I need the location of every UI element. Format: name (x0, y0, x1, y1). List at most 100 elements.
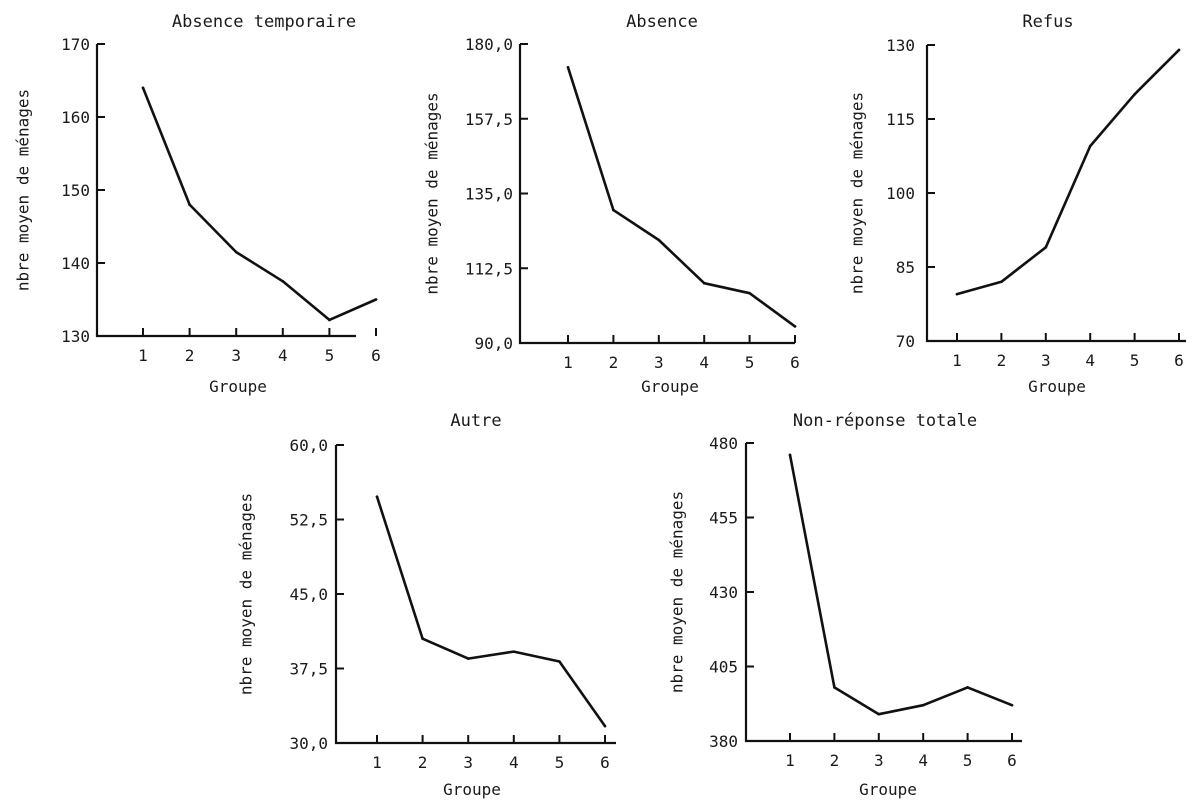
data-point (1010, 703, 1014, 707)
data-point (793, 325, 797, 328)
series-line (375, 495, 607, 728)
data-point (234, 250, 238, 254)
x-tick-label: 2 (997, 351, 1007, 370)
data-point (955, 292, 959, 296)
x-tick-label: 1 (563, 353, 573, 372)
x-tick-label: 4 (278, 346, 288, 365)
y-tick-label: 70 (896, 332, 915, 351)
x-tick-label: 5 (555, 753, 565, 772)
y-tick-label: 180,0 (465, 35, 513, 54)
x-tick-label: 5 (1130, 351, 1140, 370)
y-tick-label: 405 (709, 658, 738, 677)
x-tick-label: 6 (1174, 351, 1184, 370)
chart-title: Absence temporaire (172, 12, 356, 32)
chart-panel-4: Autre 30,0 37,5 45,0 52,5 60,0 1 2 3 4 5 6 Groupe nbr… (237, 411, 616, 799)
x-tick-label: 1 (138, 346, 148, 365)
data-point (374, 298, 378, 301)
x-axis-label: Groupe (209, 377, 267, 396)
chart-panel-2: Absence 90,0 112,5 135,0 157,5 180,0 1 2 3 4 5 6 Gro… (423, 12, 800, 396)
y-tick-label: 90,0 (474, 334, 513, 353)
chart-title: Refus (1022, 12, 1073, 32)
x-tick-label: 1 (785, 751, 795, 770)
data-point (921, 703, 925, 707)
data-point (702, 281, 706, 285)
x-tick-label: 3 (1041, 351, 1051, 370)
x-axis-label: Groupe (1028, 377, 1086, 396)
x-axis-label: Groupe (443, 780, 501, 799)
data-point (558, 660, 561, 663)
x-tick-label: 5 (963, 751, 973, 770)
y-tick-label: 140 (61, 254, 90, 273)
y-tick-label: 430 (709, 583, 738, 602)
chart-axes (744, 443, 1022, 743)
data-point (788, 453, 792, 457)
y-tick-label: 130 (886, 36, 915, 55)
x-tick-label: 6 (371, 346, 381, 365)
y-axis-label: nbre moyen de ménages (668, 491, 687, 693)
y-tick-label: 480 (709, 434, 738, 453)
y-axis-label: nbre moyen de ménages (423, 92, 442, 294)
chart-axes (518, 44, 795, 345)
data-point (612, 208, 615, 212)
x-tick-label: 2 (418, 753, 428, 772)
x-tick-label: 5 (325, 346, 335, 365)
y-tick-label: 100 (886, 184, 915, 203)
x-tick-label: 1 (952, 351, 962, 370)
y-tick-label: 135,0 (465, 185, 513, 204)
y-axis-label: nbre moyen de ménages (14, 89, 33, 291)
y-tick-label: 150 (61, 181, 90, 200)
data-point (1000, 280, 1003, 284)
x-tick-label: 4 (1085, 351, 1095, 370)
chart-axes (334, 445, 616, 745)
data-point (328, 318, 331, 322)
x-tick-label: 1 (372, 753, 382, 772)
x-tick-label: 3 (231, 346, 241, 365)
data-point (188, 203, 191, 206)
x-axis-label: Groupe (641, 377, 699, 396)
chart-panel-3: Refus 70 85 100 115 130 1 2 3 4 5 6 Groupe nbre moyen… (848, 12, 1186, 396)
chart-title: Autre (450, 411, 501, 431)
chart-title: Non-réponse totale (793, 411, 977, 431)
chart-axes (925, 45, 1186, 343)
x-tick-label: 3 (463, 753, 473, 772)
x-axis-label: Groupe (859, 780, 917, 799)
y-axis-label: nbre moyen de ménages (848, 92, 867, 294)
series-line (141, 86, 378, 322)
y-axis-label: nbre moyen de ménages (237, 493, 256, 695)
x-tick-label: 6 (790, 353, 800, 372)
data-point (966, 686, 969, 689)
x-tick-label: 4 (509, 753, 519, 772)
x-tick-label: 3 (654, 353, 664, 372)
x-tick-label: 6 (600, 753, 610, 772)
data-point (281, 279, 285, 283)
y-tick-label: 52,5 (289, 511, 328, 530)
data-point (1088, 144, 1092, 148)
data-point (1133, 93, 1136, 96)
x-tick-label: 2 (609, 353, 619, 372)
x-tick-label: 4 (918, 751, 928, 770)
y-tick-label: 130 (61, 327, 90, 346)
x-tick-label: 5 (745, 353, 755, 372)
x-tick-label: 2 (185, 346, 195, 365)
data-point (833, 686, 836, 689)
y-tick-label: 37,5 (289, 660, 328, 679)
x-tick-label: 2 (830, 751, 840, 770)
data-point (466, 657, 470, 660)
data-point (1177, 48, 1181, 52)
data-point (421, 637, 424, 640)
chart-panel-1: Absence temporaire 130 140 150 160 170 1 2 3 4 5 6 G… (14, 12, 381, 396)
series-line (788, 453, 1014, 716)
y-tick-label: 380 (709, 732, 738, 751)
data-point (877, 712, 881, 716)
data-point (748, 291, 751, 295)
data-point (1044, 245, 1048, 249)
y-tick-label: 160 (61, 108, 90, 127)
y-tick-label: 455 (709, 509, 738, 528)
chart-axes (95, 44, 356, 338)
y-tick-label: 115 (886, 110, 915, 129)
data-point (512, 650, 516, 653)
y-tick-label: 157,5 (465, 110, 513, 129)
data-point (141, 86, 145, 90)
x-tick-label: 4 (699, 353, 709, 372)
